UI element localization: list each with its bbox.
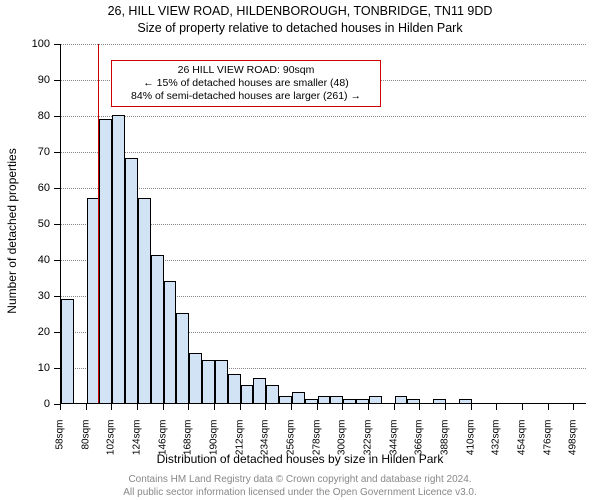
- y-tick-label: 20: [2, 326, 50, 338]
- y-tick-label: 0: [2, 398, 50, 410]
- histogram-bar: [61, 299, 74, 403]
- x-tick-mark: [522, 404, 523, 410]
- chart-subtitle: Size of property relative to detached ho…: [0, 21, 600, 35]
- histogram-bar: [228, 374, 241, 403]
- x-tick-mark: [573, 404, 574, 410]
- chart-title-line-1: 26, HILL VIEW ROAD, HILDENBOROUGH, TONBR…: [0, 4, 600, 18]
- x-tick-mark: [188, 404, 189, 410]
- y-tick-label: 80: [2, 110, 50, 122]
- y-tick-label: 10: [2, 362, 50, 374]
- histogram-bar: [356, 399, 369, 403]
- histogram-bar: [395, 396, 408, 403]
- histogram-bar: [125, 158, 138, 403]
- x-tick-mark: [137, 404, 138, 410]
- x-tick-mark: [471, 404, 472, 410]
- x-tick-mark: [394, 404, 395, 410]
- footer-line-1: Contains HM Land Registry data © Crown c…: [0, 474, 600, 485]
- histogram-bar: [330, 396, 343, 403]
- histogram-bar: [241, 385, 254, 403]
- histogram-bar: [318, 396, 331, 403]
- histogram-bar: [459, 399, 472, 403]
- histogram-bar: [433, 399, 446, 403]
- x-tick-mark: [445, 404, 446, 410]
- annotation-line: 84% of semi-detached houses are larger (…: [118, 90, 374, 103]
- histogram-bar: [369, 396, 382, 403]
- histogram-bar: [176, 313, 189, 403]
- x-tick-mark: [163, 404, 164, 410]
- x-tick-mark: [240, 404, 241, 410]
- marker-vertical-line: [98, 44, 99, 403]
- histogram-bar: [99, 119, 112, 403]
- histogram-bar: [266, 385, 279, 403]
- histogram-bar: [138, 198, 151, 403]
- histogram-bar: [202, 360, 215, 403]
- x-tick-mark: [291, 404, 292, 410]
- histogram-bar: [279, 396, 292, 403]
- histogram-bar: [164, 281, 177, 403]
- histogram-bar: [305, 399, 318, 403]
- histogram-bar: [151, 255, 164, 403]
- footer-line-3: All public sector information licensed u…: [0, 487, 600, 498]
- x-tick-mark: [368, 404, 369, 410]
- annotation-line: 26 HILL VIEW ROAD: 90sqm: [118, 64, 374, 77]
- x-tick-mark: [214, 404, 215, 410]
- histogram-bar: [189, 353, 202, 403]
- histogram-bar: [343, 399, 356, 403]
- x-tick-mark: [342, 404, 343, 410]
- x-tick-mark: [86, 404, 87, 410]
- y-tick-label: 100: [2, 38, 50, 50]
- annotation-box: 26 HILL VIEW ROAD: 90sqm← 15% of detache…: [111, 60, 381, 107]
- histogram-bar: [407, 399, 420, 403]
- y-tick-label: 90: [2, 74, 50, 86]
- y-axis-label: Number of detached properties: [5, 148, 19, 313]
- x-tick-mark: [419, 404, 420, 410]
- histogram-bar: [215, 360, 228, 403]
- x-tick-mark: [496, 404, 497, 410]
- x-tick-mark: [548, 404, 549, 410]
- x-tick-mark: [265, 404, 266, 410]
- x-tick-mark: [111, 404, 112, 410]
- histogram-bar: [253, 378, 266, 403]
- x-tick-mark: [317, 404, 318, 410]
- histogram-bar: [112, 115, 125, 403]
- x-axis-label: Distribution of detached houses by size …: [0, 452, 600, 466]
- plot-area: 26 HILL VIEW ROAD: 90sqm← 15% of detache…: [60, 44, 586, 404]
- x-tick-mark: [60, 404, 61, 410]
- annotation-line: ← 15% of detached houses are smaller (48…: [118, 77, 374, 90]
- histogram-bar: [292, 392, 305, 403]
